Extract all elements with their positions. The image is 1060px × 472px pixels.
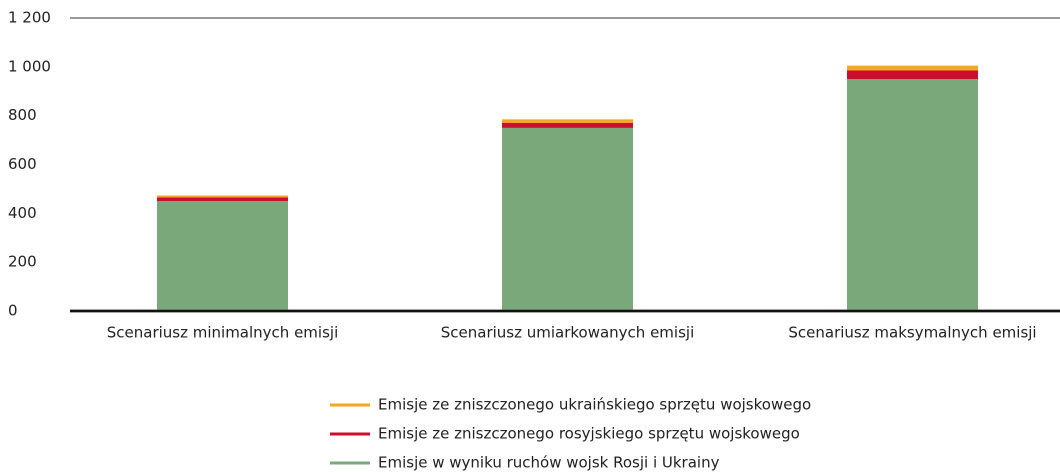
bar-segment [157, 201, 288, 311]
y-tick-label: 800 [8, 106, 37, 124]
x-tick-label: Scenariusz maksymalnych emisji [788, 324, 1036, 342]
x-tick-label: Scenariusz minimalnych emisji [107, 324, 338, 342]
y-tick-label: 400 [8, 204, 37, 222]
y-tick-label: 200 [8, 253, 37, 271]
bar-segment [502, 127, 633, 311]
y-tick-label: 1 200 [8, 9, 51, 27]
bar-segment [157, 195, 288, 198]
bar-segment [847, 65, 978, 71]
legend-label: Emisje w wyniku ruchów wojsk Rosji i Ukr… [378, 454, 720, 472]
legend-label: Emisje ze zniszczonego ukraińskiego sprz… [378, 396, 811, 414]
bar-segment [502, 119, 633, 123]
x-tick-label: Scenariusz umiarkowanych emisji [441, 324, 695, 342]
y-tick-label: 1 000 [8, 57, 51, 75]
legend-label: Emisje ze zniszczonego rosyjskiego sprzę… [378, 425, 800, 443]
bar-segment [847, 79, 978, 312]
y-tick-label: 0 [8, 302, 18, 320]
bar-segment [502, 122, 633, 128]
bar-segment [847, 70, 978, 80]
bar-segment [157, 197, 288, 202]
y-tick-label: 600 [8, 155, 37, 173]
